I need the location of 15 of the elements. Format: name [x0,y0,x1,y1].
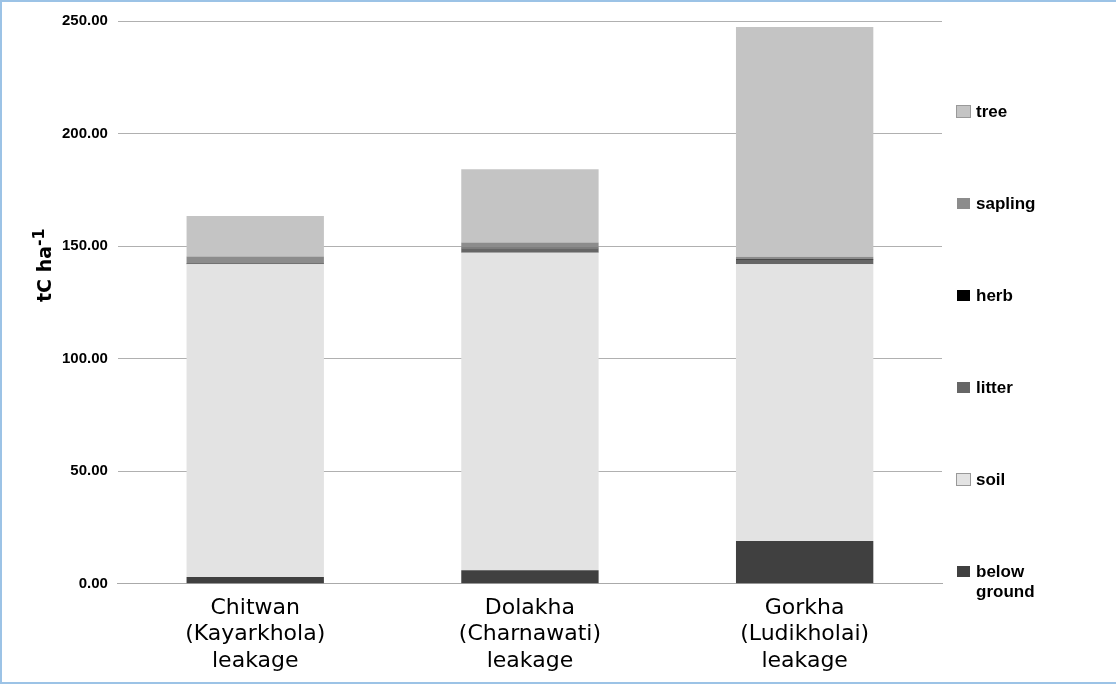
y-tick-label: 0.00 [78,573,108,591]
y-tick-label: 200.00 [61,123,108,141]
x-tick-label: Dolakha (Charnawati) leakage [458,593,602,672]
y-tick-label: 250.00 [61,11,108,29]
legend-label: sapling [976,194,1037,214]
legend-label: below ground [976,562,1036,602]
legend-label: tree [976,102,1009,122]
y-tick-label: 150.00 [61,236,108,254]
legend-label: herb [976,286,1014,306]
y-tick-label: 50.00 [70,461,108,479]
x-tick-label: Chitwan (Kayarkhola) leakage [185,593,326,672]
y-tick-label: 100.00 [61,348,108,366]
legend-label: soil [976,470,1007,490]
legend-label: litter [976,378,1014,398]
x-tick-label: Gorkha (Ludikholai) leakage [740,593,870,672]
